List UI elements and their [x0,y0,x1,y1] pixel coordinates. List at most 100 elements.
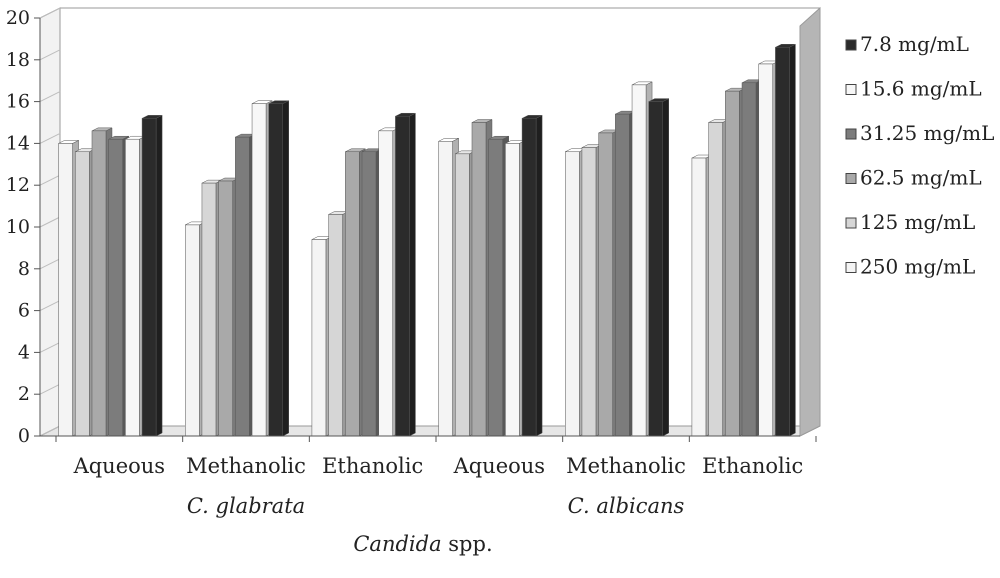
legend-item: 125 mg/mL [845,210,975,234]
bar-front [395,115,410,437]
y-tick-guide [39,91,61,103]
y-tick-guide [39,49,61,61]
y-tick-label: 0 [18,425,30,447]
x-tick-label: Aqueous [73,454,166,478]
bar-front [521,118,537,437]
y-tick-guide [39,132,61,144]
legend-label: 250 mg/mL [860,255,975,279]
legend-swatch [845,173,857,184]
bar-front [361,151,377,437]
y-tick-guide [39,300,61,312]
bar-front [725,90,740,437]
legend-item: 7.8 mg/mL [845,32,969,56]
bar-side [789,43,796,437]
bar-side [662,98,669,437]
bar-front [268,103,283,437]
bar [521,114,543,437]
y-tick-label: 8 [18,258,30,280]
x-tick-label: Aqueous [453,454,546,478]
bar-front [58,143,73,437]
legend-swatch [845,217,857,229]
bar-front [691,157,707,437]
bar-front [311,239,327,437]
legend-item: 250 mg/mL [845,255,975,279]
x-tick-label: Methanolic [186,454,306,478]
bar-front [218,180,233,437]
bar-front [125,138,140,437]
y-tick-label: 10 [6,216,30,238]
x-tick-label: Methanolic [566,454,686,478]
legend-swatch [845,128,857,140]
x-axis-title-plain: spp. [442,532,493,556]
legend: 7.8 mg/mL 15.6 mg/mL 31.25 mg/mL 62.5 mg/mL… [845,32,994,279]
bar-side [282,100,289,437]
legend-label: 31.25 mg/mL [860,121,994,145]
legend-swatch [845,84,857,95]
bar-front [345,151,360,437]
y-tick-label: 16 [6,91,30,113]
group-label: C. albicans [568,494,685,518]
legend-item: 15.6 mg/mL [845,77,982,101]
legend-item: 62.5 mg/mL [845,166,982,190]
legend-label: 7.8 mg/mL [860,32,969,56]
legend-label: 125 mg/mL [860,210,975,234]
bar-front [565,151,580,437]
bar-front [378,130,393,437]
bar-front [648,101,663,437]
bar-front [201,182,217,437]
right-wall-edge [799,6,821,437]
y-tick-label: 18 [6,49,30,71]
bar-front [455,153,470,437]
y-tick-label: 20 [6,7,30,29]
bar-side [535,114,543,437]
bar-front [505,143,520,437]
y-tick-guide [39,383,61,395]
bar [691,154,713,437]
bar-front [141,118,157,437]
y-tick-guide [39,341,61,353]
y-tick-guide [39,216,61,228]
x-axis: Aqueous Methanolic Ethanolic Aqueous Methano… [40,435,817,518]
x-axis-title-italic: Candida [353,532,441,556]
bar [141,114,163,437]
x-axis-title: Candida spp. [353,532,492,556]
legend-swatch [845,262,857,273]
bar-front [91,130,107,437]
y-tick-guide [39,7,61,19]
bar-side [409,112,416,437]
legend-label: 62.5 mg/mL [860,166,982,190]
bar-front [615,113,630,437]
x-tick-label: Ethanolic [322,454,423,478]
bar-front [75,151,90,437]
y-tick-label: 14 [6,132,30,154]
bar [268,100,289,437]
bar-front [598,132,613,437]
bar [775,43,796,437]
legend-item: 31.25 mg/mL [845,121,994,145]
bar-front [741,82,757,437]
x-tick-label: Ethanolic [702,454,803,478]
y-tick-guide [39,174,61,186]
bar-side [155,114,163,437]
bars [58,43,796,437]
bar-front [251,103,267,437]
y-tick-label: 4 [18,341,30,363]
bar [395,112,416,437]
y-tick-guide [39,425,61,437]
bar-front [775,47,790,437]
bar-front [438,141,453,437]
bar-front [758,63,773,437]
y-tick-label: 12 [6,174,30,196]
y-tick-label: 6 [18,300,30,322]
bar-front [488,138,503,437]
y-tick-label: 2 [18,383,30,405]
bar-front [631,84,647,437]
bar-front [235,136,250,437]
bar [648,98,669,437]
bar-front [471,122,487,437]
legend-label: 15.6 mg/mL [860,77,982,101]
bar-front [581,147,597,437]
y-tick-guide [39,258,61,270]
y-axis: 0 2 4 6 8 10 12 14 16 18 20 [6,7,61,447]
